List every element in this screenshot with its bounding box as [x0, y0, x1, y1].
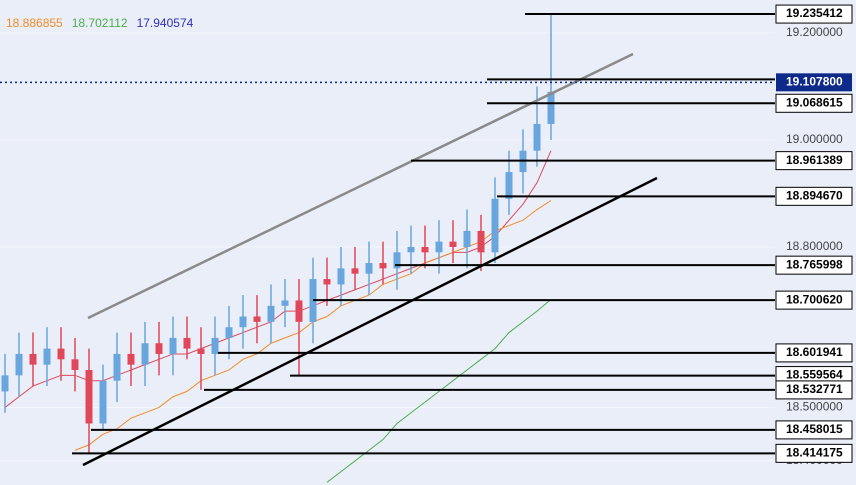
candle-body: [1, 375, 9, 392]
legend: 18.886855 18.702112 17.940574: [6, 16, 194, 30]
level-label-box: [775, 255, 853, 275]
lower-trendline: [82, 176, 658, 467]
level-label-box: [775, 380, 853, 400]
candle-body: [57, 348, 65, 360]
candle-body: [449, 241, 457, 247]
candle-body: [239, 316, 247, 328]
candle-body: [295, 300, 303, 322]
candle-body: [197, 348, 205, 354]
level-label: 18.414175: [786, 446, 843, 460]
candle-body: [43, 348, 51, 365]
candle-body: [505, 172, 513, 199]
candle-body: [351, 268, 359, 274]
candle-body: [547, 91, 555, 124]
indicator-value: 17.940574: [137, 16, 194, 30]
candle-body: [127, 353, 135, 365]
candle-body: [85, 369, 93, 424]
candle-body: [141, 343, 149, 365]
candle-body: [281, 300, 289, 306]
candle-body: [99, 380, 107, 424]
candle-body: [491, 198, 499, 253]
indicator-value: 18.886855: [6, 16, 63, 30]
level-label: 18.894670: [786, 188, 843, 202]
candle-body: [15, 353, 23, 376]
candle-body: [253, 316, 261, 322]
candle-body: [365, 263, 373, 274]
y-tick-label: 19.200000: [786, 25, 843, 39]
current-price-box: [776, 73, 852, 92]
candle-body: [323, 279, 331, 285]
level-label: 18.700620: [786, 292, 843, 306]
level-label: 19.068615: [786, 95, 843, 109]
candle-body: [113, 353, 121, 381]
levels: 19.235412 19.068615 18.961389 18.894670 18.7…: [0, 4, 853, 463]
candle-body: [407, 246, 415, 253]
candle-body: [211, 337, 219, 354]
moving-average-line: [4, 150, 552, 408]
level-label: 18.532771: [786, 382, 843, 396]
level-label-box: [775, 151, 853, 171]
candle-body: [71, 359, 79, 370]
level-label: 18.961389: [786, 153, 843, 167]
level-label: 19.235412: [786, 6, 843, 20]
level-label: 18.559564: [786, 368, 843, 382]
candle-body: [463, 230, 471, 247]
level-label-box: [775, 93, 853, 113]
candle-body: [435, 241, 443, 253]
level-label: 18.601941: [786, 345, 843, 359]
y-tick-label: 19.000000: [786, 132, 843, 146]
y-tick-label: 18.800000: [786, 239, 843, 253]
level-label: 18.765998: [786, 257, 843, 271]
current-price-label: 19.107800: [786, 74, 843, 88]
candle-body: [421, 246, 429, 253]
candle-body: [169, 337, 177, 354]
candle-body: [477, 230, 485, 253]
level-label: 18.458015: [786, 422, 843, 436]
candle-body: [155, 343, 163, 354]
y-tick-label: 18.500000: [786, 400, 843, 414]
candle-body: [29, 353, 37, 365]
candle-body: [225, 327, 233, 338]
level-label-box: [775, 343, 853, 363]
candle-body: [533, 123, 541, 151]
candle-body: [267, 305, 275, 322]
candle-body: [393, 252, 401, 269]
level-label-box: [775, 4, 853, 24]
candle-body: [183, 337, 191, 349]
level-label-box: [775, 186, 853, 206]
candle-body: [337, 268, 345, 285]
indicator-value: 18.702112: [72, 16, 128, 30]
upper-trendline: [87, 52, 634, 320]
candle-body: [379, 263, 387, 269]
level-label-box: [775, 420, 853, 440]
level-label-box: [775, 443, 853, 463]
level-label-box: [775, 290, 853, 310]
